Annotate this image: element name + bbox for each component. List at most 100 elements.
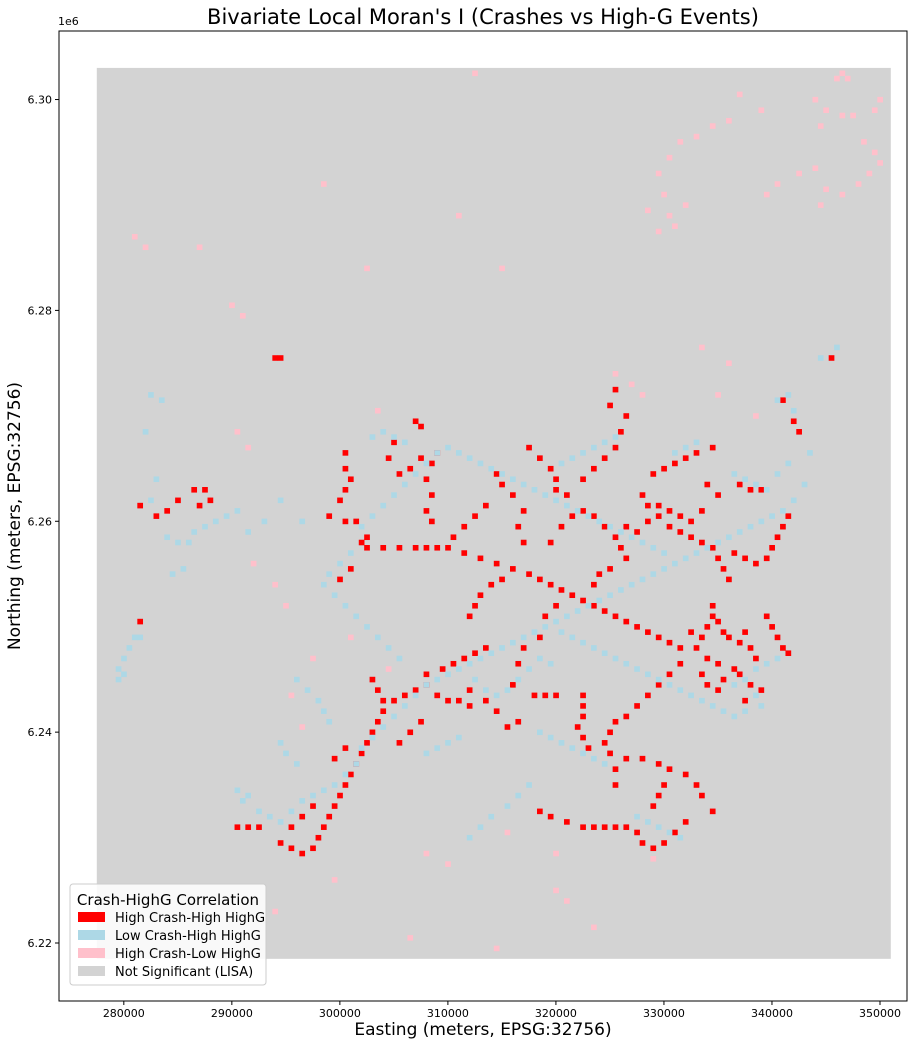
lisa-cell: [391, 697, 397, 704]
lisa-cell: [499, 645, 505, 651]
lisa-cell: [320, 181, 327, 187]
lisa-cell: [196, 502, 203, 509]
lisa-cell: [693, 782, 700, 788]
lisa-cell: [466, 613, 473, 620]
lisa-cell: [472, 513, 478, 519]
lisa-cell: [385, 666, 392, 672]
lisa-cell: [364, 544, 370, 551]
lisa-cell: [401, 439, 408, 446]
lisa-cell: [628, 581, 635, 588]
lisa-cell: [364, 534, 370, 541]
lisa-cell: [564, 492, 570, 498]
lisa-cell: [839, 191, 846, 198]
lisa-cell: [585, 602, 592, 609]
lisa-cell: [774, 397, 781, 403]
lisa-cell: [645, 692, 651, 699]
lisa-cell: [580, 597, 586, 604]
lisa-cell: [455, 212, 462, 219]
lisa-cell: [591, 513, 597, 519]
lisa-cell: [607, 750, 613, 757]
lisa-cell: [131, 233, 138, 240]
lisa-cell: [153, 513, 160, 519]
lisa-cell: [493, 560, 500, 567]
lisa-cell: [677, 660, 684, 667]
lisa-cell: [634, 529, 640, 535]
lisa-cell: [558, 629, 565, 635]
lisa-cell: [661, 840, 667, 846]
lisa-cell: [326, 718, 333, 725]
lisa-cell: [401, 481, 408, 488]
lisa-cell: [142, 244, 149, 251]
lisa-cell: [499, 471, 505, 477]
lisa-cell: [342, 782, 349, 788]
lisa-cell: [580, 703, 586, 709]
lisa-cell: [272, 908, 279, 915]
lisa-cell: [537, 576, 543, 583]
lisa-cell: [877, 96, 883, 103]
legend-swatch: [78, 966, 105, 976]
lisa-cell: [591, 581, 597, 588]
lisa-cell: [558, 587, 565, 593]
legend-label: Not Significant (LISA): [115, 965, 253, 980]
lisa-cell: [623, 413, 630, 419]
lisa-cell: [326, 571, 333, 577]
lisa-cell: [391, 439, 397, 446]
lisa-cell: [169, 571, 176, 577]
lisa-cell: [310, 792, 316, 799]
lisa-cell: [666, 212, 673, 219]
lisa-cell: [666, 829, 673, 836]
lisa-cell: [715, 392, 721, 398]
lisa-cell: [542, 492, 549, 498]
lisa-cell: [272, 581, 279, 588]
lisa-cell: [369, 513, 376, 519]
lisa-cell: [266, 813, 273, 820]
lisa-cell: [564, 898, 570, 904]
lisa-cell: [634, 813, 640, 820]
lisa-cell: [726, 576, 732, 583]
lisa-cell: [234, 787, 241, 794]
lisa-cell: [191, 529, 198, 535]
lisa-cell: [677, 139, 684, 145]
lisa-cell: [661, 550, 667, 556]
lisa-cell: [612, 824, 619, 830]
lisa-cell: [601, 650, 608, 657]
lisa-cell: [558, 523, 565, 530]
lisa-cell: [342, 450, 349, 456]
lisa-cell: [466, 455, 473, 461]
lisa-cell: [234, 508, 241, 514]
lisa-cell: [428, 518, 435, 525]
lisa-cell: [612, 655, 619, 662]
axes-frame: [58, 30, 908, 1002]
lisa-cell: [499, 481, 505, 488]
lisa-cell: [688, 692, 694, 699]
lisa-cell: [666, 523, 673, 530]
lisa-cell: [672, 460, 678, 467]
y-tick-label: 6.28: [28, 304, 53, 317]
lisa-cell: [531, 487, 538, 493]
lisa-cell: [331, 803, 338, 809]
lisa-cell: [709, 703, 716, 709]
lisa-cell: [607, 566, 613, 572]
lisa-cell: [731, 682, 738, 688]
lisa-cell: [699, 671, 705, 678]
lisa-cell: [407, 465, 414, 472]
lisa-cell: [753, 692, 759, 699]
lisa-cell: [137, 634, 144, 641]
lisa-cell: [320, 581, 327, 588]
lisa-cell: [342, 771, 349, 778]
x-tick-label: 280000: [103, 1007, 145, 1020]
lisa-cell: [445, 444, 451, 451]
lisa-cell: [564, 819, 570, 825]
lisa-cell: [612, 718, 619, 725]
lisa-cell: [807, 450, 813, 456]
lisa-cell: [693, 133, 700, 140]
lisa-cell: [823, 107, 829, 114]
lisa-cell: [580, 508, 586, 514]
lisa-cell: [315, 834, 322, 841]
lisa-cell: [315, 697, 322, 704]
lisa-cell: [650, 571, 657, 577]
lisa-cell: [515, 660, 522, 667]
lisa-cell: [299, 798, 306, 804]
lisa-cell: [510, 639, 516, 646]
lisa-cell: [510, 476, 516, 483]
